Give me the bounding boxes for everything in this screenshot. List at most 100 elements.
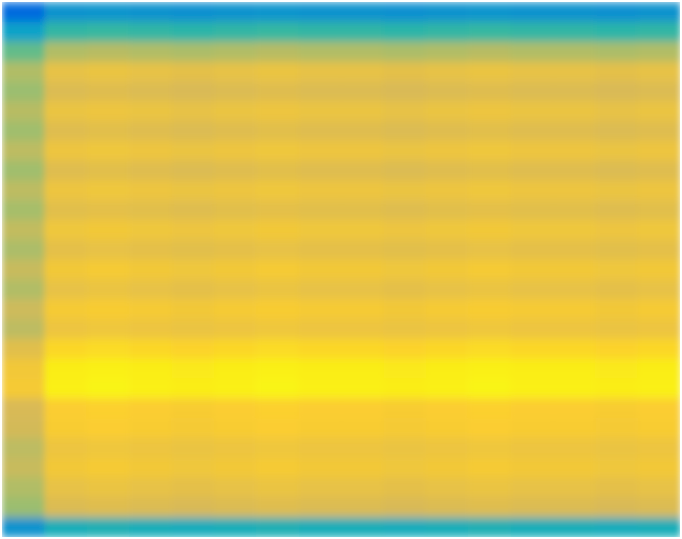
heatmap-cell [638, 141, 680, 161]
heatmap-cell [595, 438, 638, 458]
heatmap-cell [595, 497, 638, 517]
heatmap-cell [256, 279, 299, 299]
heatmap-cell [172, 279, 215, 299]
heatmap-cell [172, 22, 215, 42]
heatmap-cell [256, 359, 299, 379]
heatmap-cell [468, 517, 511, 537]
heatmap-cell [553, 299, 596, 319]
heatmap-cell [299, 299, 342, 319]
heatmap-cell [214, 398, 257, 418]
heatmap-cell [87, 517, 130, 537]
heatmap-cell [299, 22, 342, 42]
heatmap-cell [595, 260, 638, 280]
heatmap-cell [426, 359, 469, 379]
heatmap-cell [426, 200, 469, 220]
heatmap-cell [87, 141, 130, 161]
heatmap-cell [511, 517, 554, 537]
heatmap-cell [299, 319, 342, 339]
heatmap-cell [638, 398, 680, 418]
heatmap-cell [44, 497, 87, 517]
heatmap-cell [2, 478, 45, 498]
heatmap-cell [129, 121, 172, 141]
heatmap-cell [638, 517, 680, 537]
heatmap-cell [638, 121, 680, 141]
heatmap-cell [468, 61, 511, 81]
heatmap-cell [426, 22, 469, 42]
heatmap-cell [553, 359, 596, 379]
heatmap-cell [426, 161, 469, 181]
heatmap-cell [214, 81, 257, 101]
heatmap-cell [383, 438, 426, 458]
heatmap-cell [44, 438, 87, 458]
heatmap-cell [426, 398, 469, 418]
heatmap-cell [341, 141, 384, 161]
heatmap-cell [553, 497, 596, 517]
heatmap-cell [172, 2, 215, 22]
heatmap-cell [553, 418, 596, 438]
heatmap-cell [299, 418, 342, 438]
heatmap-cell [214, 42, 257, 62]
heatmap-cell [383, 81, 426, 101]
heatmap-cell [468, 260, 511, 280]
heatmap-cell [595, 279, 638, 299]
heatmap-cell [468, 220, 511, 240]
heatmap-cell [214, 22, 257, 42]
heatmap-cell [341, 299, 384, 319]
heatmap-cell [256, 517, 299, 537]
heatmap-cell [426, 378, 469, 398]
heatmap-cell [214, 240, 257, 260]
heatmap-cell [426, 220, 469, 240]
heatmap-cell [2, 220, 45, 240]
heatmap-cell [87, 299, 130, 319]
heatmap-cell [511, 458, 554, 478]
heatmap-cell [172, 180, 215, 200]
heatmap-cell [87, 2, 130, 22]
heatmap-cell [341, 378, 384, 398]
heatmap-cell [426, 418, 469, 438]
heatmap-cell [172, 121, 215, 141]
heatmap-cell [468, 42, 511, 62]
heatmap-cell [511, 260, 554, 280]
heatmap-cell [383, 61, 426, 81]
heatmap-cell [172, 101, 215, 121]
heatmap-cell [87, 101, 130, 121]
heatmap-cell [595, 220, 638, 240]
heatmap-cell [383, 279, 426, 299]
heatmap-cell [44, 161, 87, 181]
heatmap-cell [299, 141, 342, 161]
heatmap-chart [0, 0, 682, 539]
heatmap-cell [511, 81, 554, 101]
heatmap-cell [256, 497, 299, 517]
heatmap-cell [87, 81, 130, 101]
heatmap-cell [383, 418, 426, 438]
heatmap-cell [553, 438, 596, 458]
heatmap-cell [553, 2, 596, 22]
heatmap-cell [341, 200, 384, 220]
heatmap-cell [638, 61, 680, 81]
heatmap-cell [383, 339, 426, 359]
heatmap-cell [595, 180, 638, 200]
heatmap-cell [129, 180, 172, 200]
heatmap-cell [172, 497, 215, 517]
heatmap-cell [468, 279, 511, 299]
heatmap-cell [214, 61, 257, 81]
heatmap-cell [129, 161, 172, 181]
heatmap-cell [87, 22, 130, 42]
heatmap-cell [553, 161, 596, 181]
heatmap-cell [44, 478, 87, 498]
heatmap-cell [129, 299, 172, 319]
heatmap-cell [44, 418, 87, 438]
heatmap-cell [44, 200, 87, 220]
heatmap-cell [468, 438, 511, 458]
heatmap-cell [511, 359, 554, 379]
heatmap-cell [2, 141, 45, 161]
heatmap-cell [2, 2, 45, 22]
heatmap-cell [383, 497, 426, 517]
heatmap-cell [595, 141, 638, 161]
heatmap-cell [468, 497, 511, 517]
heatmap-cell [172, 517, 215, 537]
heatmap-cell [44, 458, 87, 478]
heatmap-cell [256, 398, 299, 418]
heatmap-cell [299, 497, 342, 517]
heatmap-cell [87, 359, 130, 379]
